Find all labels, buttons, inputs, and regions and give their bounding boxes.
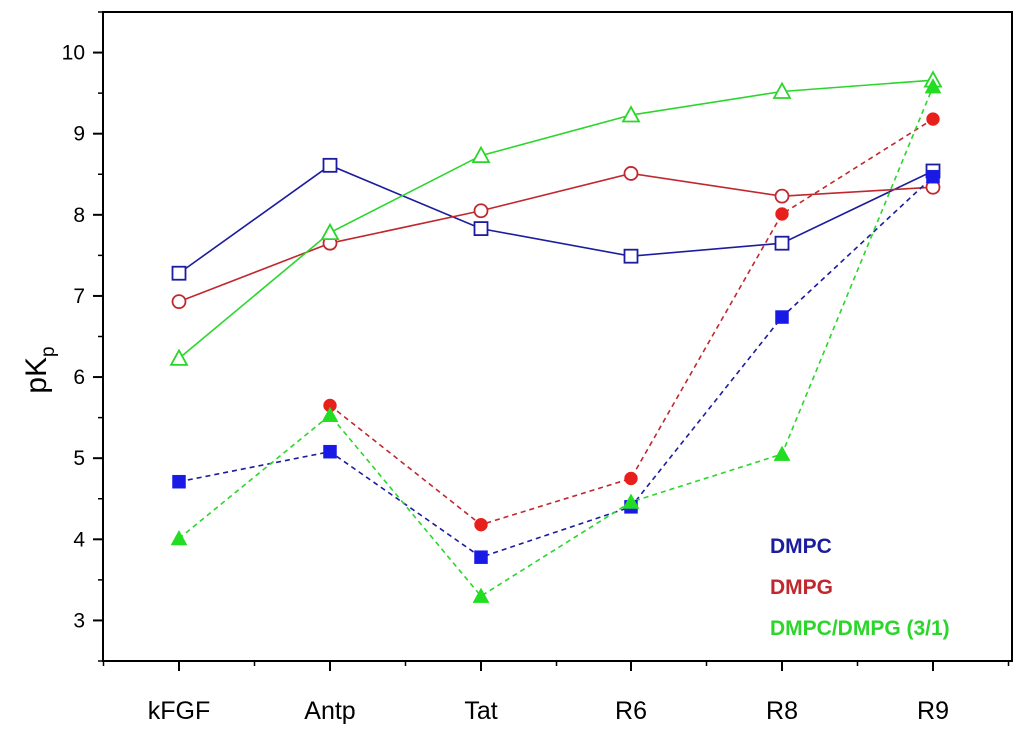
axes	[93, 11, 1013, 671]
point-dmpc-dmpg-3-1-filled-antp	[321, 406, 339, 422]
series-line-dmpc-dmpg-3-1-filled	[178, 86, 934, 598]
x-tick-label-kfgf: kFGF	[148, 697, 211, 725]
point-dmpc-filled-r8	[775, 310, 789, 324]
point-dmpc-dmpg-3-1-filled-kfgf	[170, 529, 188, 546]
y-tick-label: 10	[62, 42, 85, 65]
series-line-dmpc-dmpg-3-1-open	[178, 79, 934, 360]
point-dmpc-dmpg-3-1-filled-r6	[622, 493, 640, 509]
point-dmpc-dmpg-3-1-open-r8	[772, 81, 792, 99]
axis-labels: pKp 3 4 5 6 7 8 9 10 kFGF Antp Tat R6 R8 R9	[20, 42, 949, 725]
point-dmpg-filled-r8	[775, 207, 789, 221]
point-dmpc-dmpg-3-1-open-tat	[471, 145, 491, 163]
series-line-dmpc-filled	[178, 176, 934, 559]
point-dmpc-dmpg-3-1-filled-r9	[924, 78, 942, 94]
point-dmpc-dmpg-3-1-filled-r8	[773, 445, 791, 461]
point-dmpc-open-r6	[623, 248, 639, 264]
point-dmpg-open-kfgf	[171, 294, 187, 310]
point-dmpg-filled-r9	[926, 112, 940, 126]
point-dmpg-open-tat	[473, 203, 489, 219]
point-dmpc-filled-r9	[926, 169, 940, 184]
x-tick-label-r6: R6	[615, 697, 647, 725]
legend-entry-dmpc: DMPC	[770, 535, 832, 558]
point-dmpc-filled-antp	[323, 444, 337, 459]
point-dmpc-dmpg-3-1-open-antp	[320, 222, 340, 241]
y-tick-label: 3	[73, 609, 85, 632]
plot-frame	[102, 11, 1013, 662]
point-dmpc-open-r8	[774, 235, 790, 251]
point-dmpc-dmpg-3-1-open-kfgf	[169, 348, 189, 366]
point-dmpc-open-tat	[473, 221, 489, 237]
y-tick-label: 9	[73, 123, 85, 146]
x-tick-label-r8: R8	[766, 697, 798, 725]
point-dmpg-open-r6	[623, 166, 639, 181]
point-dmpc-filled-kfgf	[172, 474, 186, 489]
series-markers	[169, 70, 943, 603]
y-tick-label: 6	[73, 366, 85, 389]
point-dmpc-dmpg-3-1-filled-tat	[472, 587, 490, 603]
y-tick-label: 4	[73, 528, 85, 551]
y-tick-label: 5	[73, 447, 85, 470]
x-tick-label-r9: R9	[917, 697, 949, 725]
legend-entry-dmpg: DMPG	[770, 576, 833, 599]
x-tick-label-tat: Tat	[464, 697, 497, 725]
point-dmpg-filled-r6	[624, 471, 638, 486]
series-line-dmpg-filled	[329, 118, 934, 526]
point-dmpc-open-kfgf	[171, 265, 187, 281]
point-dmpc-dmpg-3-1-open-r6	[621, 105, 641, 123]
legend: DMPC DMPG DMPC/DMPG (3/1)	[770, 535, 950, 640]
point-dmpc-filled-tat	[474, 550, 488, 564]
legend-entry-dmpc-dmpg-3-1: DMPC/DMPG (3/1)	[770, 617, 950, 640]
y-tick-label: 8	[73, 204, 85, 227]
point-dmpg-filled-tat	[474, 517, 488, 532]
series-lines	[178, 79, 934, 598]
point-dmpg-open-r8	[774, 188, 790, 204]
series-line-dmpc-open	[178, 164, 934, 274]
point-dmpc-open-antp	[322, 157, 338, 173]
x-tick-label-antp: Antp	[304, 697, 355, 725]
y-axis-title: pKp	[20, 346, 59, 393]
y-tick-label: 7	[73, 285, 85, 308]
